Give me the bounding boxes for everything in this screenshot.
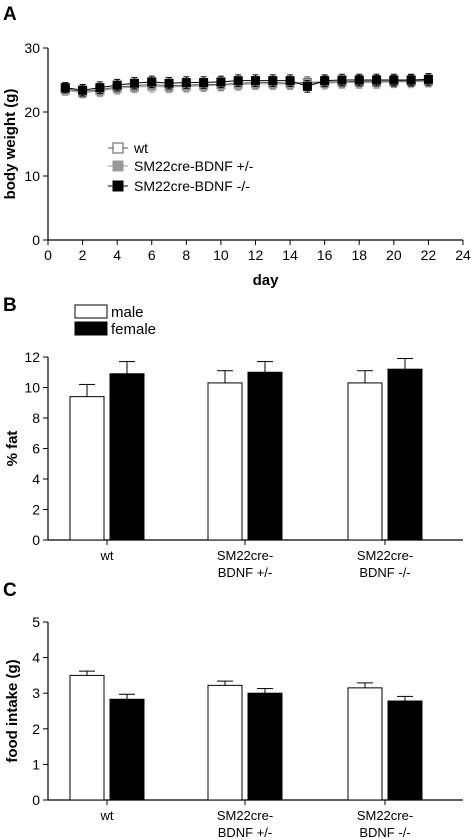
legend-entry: SM22cre-BDNF -/- <box>134 178 250 194</box>
bar <box>109 373 145 541</box>
y-tick-label: 0 <box>32 792 40 808</box>
data-point <box>233 76 243 86</box>
data-point <box>199 78 209 88</box>
bar <box>247 692 283 801</box>
legend-entry: male <box>111 304 144 321</box>
y-tick-label: 2 <box>32 502 40 518</box>
data-point <box>389 75 399 85</box>
data-point <box>147 77 157 87</box>
bar <box>69 674 105 801</box>
y-tick-label: 8 <box>32 410 40 426</box>
x-tick-label: 10 <box>213 247 229 263</box>
data-point <box>164 78 174 88</box>
data-point <box>372 75 382 85</box>
y-tick-label: 6 <box>32 441 40 457</box>
data-point <box>216 77 226 87</box>
x-tick-label: SM22cre-BDNF -/- <box>357 548 413 580</box>
x-tick-label: SM22cre-BDNF +/- <box>217 548 273 580</box>
bar <box>207 684 243 801</box>
legend-swatch <box>74 321 108 336</box>
data-point <box>354 75 364 85</box>
bar <box>109 698 145 801</box>
data-point <box>129 78 139 88</box>
series-3 <box>60 73 433 97</box>
x-tick-label: 12 <box>248 247 264 263</box>
panel-letter: B <box>3 295 17 316</box>
series-line <box>65 80 429 93</box>
x-tick-label: 18 <box>351 247 367 263</box>
series-line <box>65 80 429 94</box>
data-point <box>112 80 122 90</box>
x-tick-label: 8 <box>182 247 190 263</box>
panel-letter: C <box>3 580 17 601</box>
data-point <box>251 76 260 86</box>
x-axis-label: day <box>253 272 280 289</box>
x-tick-label: 2 <box>79 247 87 263</box>
data-point <box>423 74 433 84</box>
data-point <box>78 85 88 95</box>
panel-c: C 0 1 2 3 4 5 food intake (g) wt SM22cre-BDNF +/-… <box>3 580 463 840</box>
bar <box>69 396 105 541</box>
y-tick-label: 10 <box>24 380 40 396</box>
x-tick-label: SM22cre-BDNF +/- <box>217 808 273 840</box>
data-point <box>95 83 105 93</box>
panel-b: B 0 2 4 6 8 10 12 % fat wt SM22cre-BDNF +/- SM22cre… <box>3 295 463 580</box>
y-tick-label: 0 <box>32 232 40 248</box>
data-point <box>337 75 347 85</box>
legend-swatch <box>74 304 108 319</box>
x-tick-label: 14 <box>282 247 298 263</box>
legend-marker <box>112 160 124 172</box>
series-line <box>65 78 429 91</box>
x-tick-label: 4 <box>113 247 121 263</box>
x-tick-label: wt <box>100 808 114 823</box>
x-tick-label: 20 <box>386 247 402 263</box>
legend-entry: SM22cre-BDNF +/- <box>134 158 254 174</box>
panel-letter: A <box>3 4 17 25</box>
x-tick-label: 6 <box>148 247 156 263</box>
data-point <box>320 76 330 86</box>
bar <box>207 382 243 541</box>
y-tick-label: 0 <box>32 532 40 548</box>
data-point <box>302 81 312 91</box>
x-tick-label: 22 <box>421 247 437 263</box>
data-point <box>268 76 278 86</box>
legend: wt SM22cre-BDNF +/- SM22cre-BDNF -/- <box>108 140 254 194</box>
y-tick-label: 5 <box>32 614 40 630</box>
y-tick-label: 12 <box>24 349 40 365</box>
data-point <box>60 83 70 93</box>
data-point <box>285 76 295 86</box>
x-tick-label: 16 <box>317 247 333 263</box>
x-tick-label: wt <box>100 548 114 563</box>
legend-marker <box>112 180 124 192</box>
bar <box>347 687 383 801</box>
y-tick-label: 3 <box>32 685 40 701</box>
y-tick-label: 1 <box>32 756 40 772</box>
y-tick-label: 4 <box>32 650 40 666</box>
legend-entry: female <box>111 321 156 338</box>
y-tick-label: 10 <box>24 168 40 184</box>
y-axis-label: % fat <box>4 431 21 467</box>
bar <box>347 382 383 541</box>
y-tick-label: 20 <box>24 104 40 120</box>
y-axis-label: body weight (g) <box>2 89 19 200</box>
y-tick-label: 2 <box>32 721 40 737</box>
y-tick-label: 30 <box>24 40 40 56</box>
x-tick-label: 0 <box>44 247 52 263</box>
data-point <box>181 78 191 88</box>
data-point <box>406 75 416 85</box>
x-tick-label: 24 <box>455 247 471 263</box>
legend-marker <box>112 142 124 154</box>
y-axis-label: food intake (g) <box>4 659 21 762</box>
bar <box>247 371 283 541</box>
bar <box>387 368 423 541</box>
legend-entry: wt <box>133 140 148 156</box>
x-tick-label: SM22cre-BDNF -/- <box>357 808 413 840</box>
bar <box>387 700 423 801</box>
y-tick-label: 4 <box>32 471 40 487</box>
